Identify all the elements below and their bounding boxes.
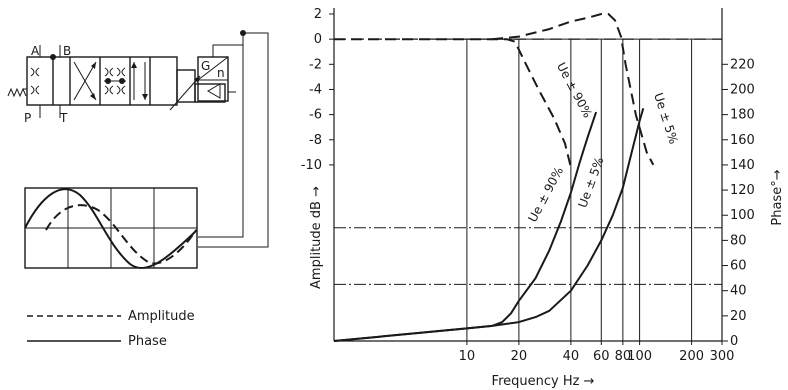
oscilloscope-panel (24, 187, 198, 269)
x-tick-label: 300 (710, 349, 735, 364)
amplitude-sine-wave (45, 204, 197, 265)
y-left-tick-label: -8 (309, 133, 322, 148)
port-b-label: B (63, 44, 71, 58)
y-axis-right-title: Phase°→ (770, 169, 785, 225)
y-right-tick-label: 160 (730, 133, 755, 148)
port-a-label: A (31, 44, 40, 58)
y-right-tick-label: 0 (730, 334, 738, 349)
y-right-tick-label: 60 (730, 259, 747, 274)
amplifier-triangle-icon (207, 83, 221, 99)
y-right-tick-label: 40 (730, 284, 747, 299)
x-axis-title: Frequency Hz → (492, 374, 595, 389)
legend-amplitude-label: Amplitude (128, 309, 195, 324)
amp-g-label: G (201, 59, 210, 73)
y-right-tick-label: 20 (730, 309, 747, 324)
y-right-tick-label: 200 (730, 82, 755, 97)
x-tick-label: 100 (627, 349, 652, 364)
port-p-label: P (24, 111, 31, 125)
y-right-tick-label: 120 (730, 183, 755, 198)
y-left-tick-label: 0 (314, 32, 322, 47)
series-amplitude-0 (334, 38, 572, 168)
y-right-tick-label: 80 (730, 233, 747, 248)
x-tick-label: 60 (593, 349, 610, 364)
series-annotation-1: Ue ± 5% (651, 91, 681, 146)
chart-series (333, 13, 655, 342)
y-left-tick-label: 2 (314, 7, 322, 22)
y-left-tick-label: -4 (309, 82, 322, 97)
series-phase-3 (333, 108, 645, 342)
y-left-tick-label: -10 (301, 158, 322, 173)
legend-phase-label: Phase (128, 334, 167, 349)
x-tick-label: 80 (615, 349, 632, 364)
chart-grid (334, 38, 722, 341)
x-tick-label: 10 (459, 349, 476, 364)
x-tick-label: 20 (511, 349, 528, 364)
series-annotation-0: Ue ± 90% (554, 60, 595, 120)
series-phase-2 (333, 111, 598, 342)
amp-n-label: n (217, 66, 225, 80)
chart-axes: 20-2-4-6-8-10220200180160140120100806040… (301, 7, 755, 364)
x-tick-label: 40 (563, 349, 580, 364)
spring-icon (7, 87, 27, 98)
y-right-tick-label: 180 (730, 108, 755, 123)
port-t-label: T (59, 111, 68, 125)
x-tick-label: 200 (679, 349, 704, 364)
valve-schematic: A B P T G n (7, 30, 269, 248)
chart-annotations: Ue ± 90% Ue ± 5%Ue ± 90% Ue ± 5% (525, 60, 680, 224)
y-left-tick-label: -2 (309, 57, 322, 72)
series-amplitude-1 (492, 13, 655, 166)
y-right-tick-label: 140 (730, 158, 755, 173)
legend: Amplitude Phase (27, 309, 195, 349)
valve-body (26, 56, 178, 106)
y-left-tick-label: -6 (309, 108, 322, 123)
y-axis-left-title: Amplitude dB → (309, 186, 324, 289)
series-annotation-2: Ue ± 90% (525, 164, 566, 224)
y-right-tick-label: 220 (730, 57, 755, 72)
bode-chart: 20-2-4-6-8-10220200180160140120100806040… (301, 7, 785, 389)
y-right-tick-label: 100 (730, 208, 755, 223)
